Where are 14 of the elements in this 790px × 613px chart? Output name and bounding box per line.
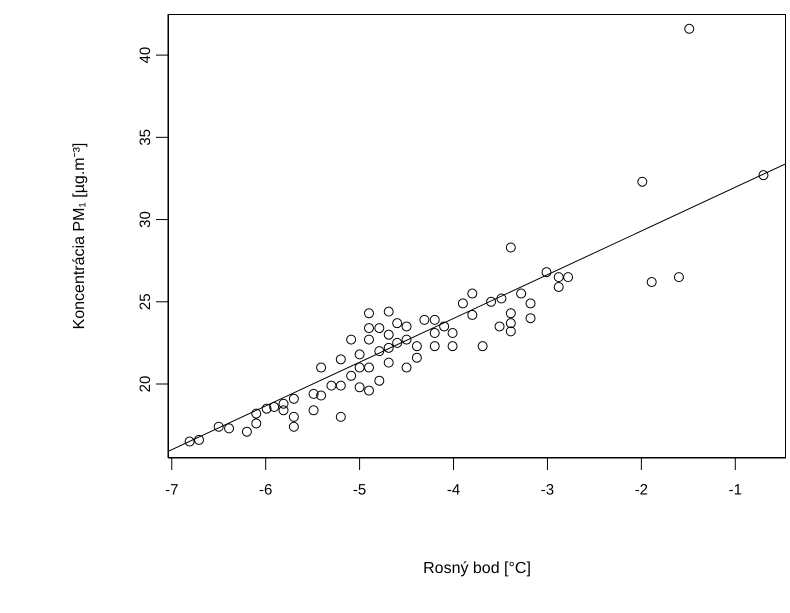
y-tick-label: 40 (137, 46, 154, 64)
x-tick-label: -5 (352, 482, 366, 499)
y-tick-label: 30 (137, 211, 154, 228)
x-tick-label: -3 (540, 482, 554, 499)
y-tick-label: 20 (137, 376, 154, 392)
y-axis-title: Koncentrácia PM₁ [µg.m⁻³] (70, 142, 89, 332)
x-tick-label: -1 (728, 482, 742, 499)
y-tick-label: 35 (137, 128, 154, 146)
x-tick-label: -4 (446, 482, 460, 499)
x-tick-label: -7 (165, 482, 178, 499)
x-tick-label: -6 (259, 482, 272, 499)
x-tick-label: -2 (634, 482, 648, 499)
y-tick-label: 25 (137, 293, 154, 310)
x-axis-title: Rosný bod [°C] (422, 560, 532, 578)
